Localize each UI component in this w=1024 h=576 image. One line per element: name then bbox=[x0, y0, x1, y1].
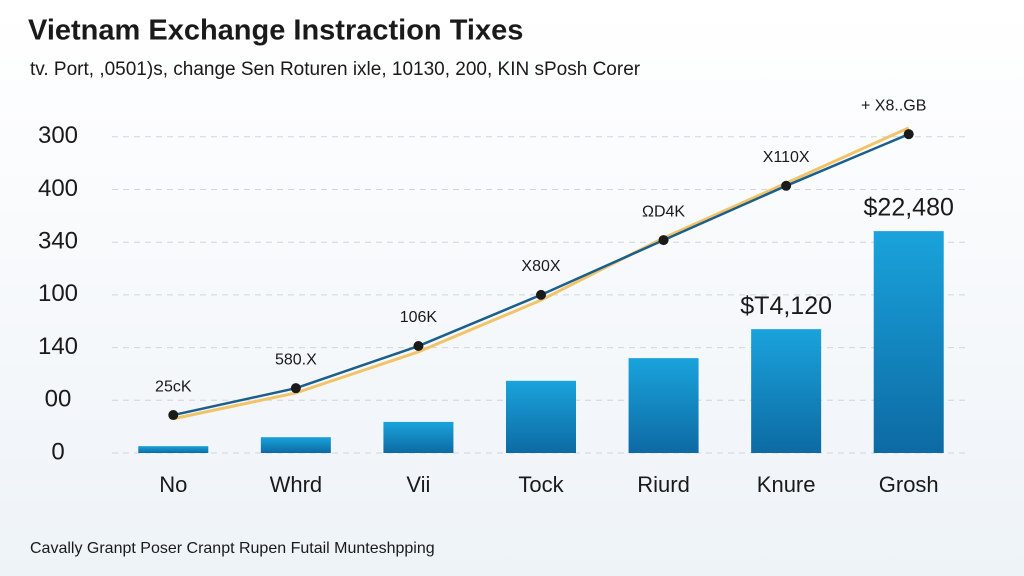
x-tick-label: Tock bbox=[518, 472, 564, 497]
x-tick-label: Knure bbox=[757, 472, 816, 497]
y-tick-label: 00 bbox=[45, 386, 72, 413]
x-tick-label: Vii bbox=[406, 472, 430, 497]
line-point bbox=[903, 129, 914, 140]
line-point bbox=[168, 410, 179, 421]
x-tick-label: Whrd bbox=[270, 472, 323, 497]
point-label: X110X bbox=[763, 149, 810, 166]
point-label: X80X bbox=[521, 258, 560, 275]
chart-footer: Cavally Granpt Poser Cranpt Rupen Futail… bbox=[30, 540, 435, 557]
bar bbox=[260, 437, 331, 453]
bar bbox=[383, 421, 454, 453]
point-label: 106K bbox=[400, 309, 438, 326]
line-point bbox=[536, 289, 546, 300]
bar bbox=[506, 380, 576, 453]
bar-label: $22,480 bbox=[864, 194, 954, 222]
x-tick-label: Riurd bbox=[637, 472, 690, 497]
bar-label: $T4,120 bbox=[740, 292, 832, 320]
y-tick-label: 0 bbox=[51, 438, 64, 465]
line-point bbox=[413, 341, 424, 352]
y-tick-label: 400 bbox=[38, 175, 78, 202]
bar bbox=[628, 358, 699, 453]
line-point bbox=[290, 383, 301, 394]
x-tick-label: No bbox=[159, 472, 187, 497]
y-tick-label: 300 bbox=[38, 122, 78, 149]
x-tick-label: Grosh bbox=[879, 472, 939, 497]
line-point bbox=[658, 235, 669, 246]
point-label: 580.X bbox=[275, 351, 317, 368]
y-tick-label: 340 bbox=[38, 228, 78, 255]
point-label: ΩD4K bbox=[642, 203, 685, 220]
point-label: + X8..GB bbox=[861, 97, 926, 114]
bar bbox=[751, 329, 822, 453]
y-tick-label: 100 bbox=[38, 280, 78, 307]
chart-subtitle: tv. Port, ,0501)s, change Sen Roturen ix… bbox=[30, 59, 641, 80]
y-tick-label: 140 bbox=[38, 333, 78, 360]
bar bbox=[138, 446, 209, 453]
chart-title: Vietnam Exchange Instraction Tixes bbox=[28, 15, 523, 47]
bar bbox=[873, 231, 944, 453]
point-label: 25сK bbox=[155, 378, 192, 395]
line-point bbox=[781, 180, 792, 191]
